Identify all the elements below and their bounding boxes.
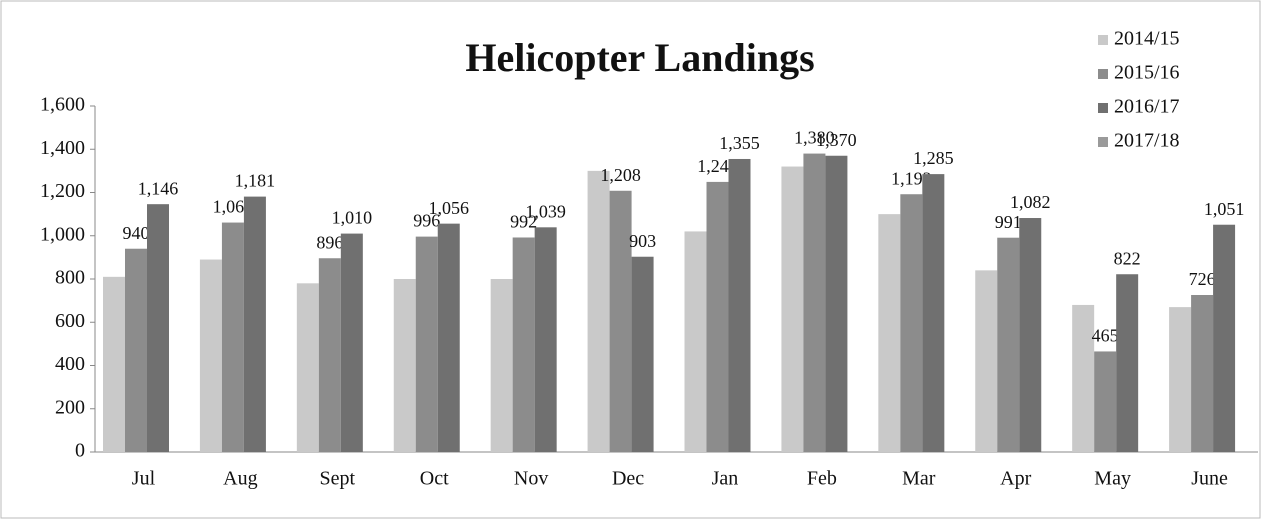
bar (1169, 307, 1192, 452)
x-tick-label: Nov (514, 468, 548, 490)
bar (781, 166, 804, 453)
bar (997, 237, 1020, 452)
bar (1213, 224, 1236, 452)
data-label: 991 (995, 212, 1022, 232)
x-tick-label: Jan (712, 468, 739, 490)
y-tick-label: 1,600 (40, 94, 85, 116)
bar (512, 237, 535, 452)
bar (125, 248, 147, 452)
data-label: 1,146 (138, 178, 179, 198)
data-label: 726 (1189, 269, 1216, 289)
data-label: 1,061 (213, 197, 254, 217)
bar (1019, 218, 1042, 452)
legend-swatch (1098, 35, 1108, 45)
legend-swatch (1098, 69, 1108, 79)
data-label: 1,039 (525, 201, 566, 221)
x-tick-label: May (1094, 468, 1131, 490)
bar (1094, 351, 1117, 452)
data-label: 903 (629, 231, 656, 251)
x-tick-label: Sept (320, 468, 356, 490)
legend-label: 2016/17 (1114, 96, 1180, 118)
bar (728, 158, 751, 452)
x-tick-label: Dec (612, 468, 644, 490)
y-tick-label: 200 (55, 396, 85, 418)
chart-title: Helicopter Landings (465, 35, 814, 80)
data-label: 1,082 (1010, 192, 1051, 212)
data-label: 1,380 (794, 128, 835, 148)
data-label: 1,181 (235, 171, 276, 191)
bar (243, 196, 266, 452)
legend-swatch (1098, 103, 1108, 113)
bar (340, 233, 363, 452)
data-label: 1,010 (332, 208, 373, 228)
bar (900, 194, 923, 453)
bar (415, 236, 438, 452)
bar (490, 279, 513, 452)
bar (1072, 304, 1095, 452)
data-label: 896 (316, 232, 343, 252)
y-tick-label: 0 (75, 440, 85, 462)
data-label: 1,056 (429, 198, 470, 218)
bar (684, 231, 707, 452)
data-label: 1,208 (600, 165, 641, 185)
bar (103, 276, 125, 452)
x-tick-label: June (1191, 468, 1228, 490)
legend-swatch (1098, 137, 1108, 147)
data-label: 1,370 (816, 130, 857, 150)
data-label: 1,249 (697, 156, 738, 176)
y-tick-label: 1,400 (40, 137, 85, 159)
x-tick-label: Apr (1000, 468, 1031, 490)
bar (393, 279, 416, 452)
y-tick-label: 600 (55, 310, 85, 332)
legend-label: 2014/15 (1114, 28, 1180, 50)
bar (706, 181, 729, 452)
data-label: 465 (1092, 326, 1119, 346)
bar (437, 223, 460, 452)
data-label: 992 (510, 212, 537, 232)
legend-label: 2017/18 (1114, 130, 1180, 152)
x-tick-label: Aug (223, 468, 257, 490)
bar (1191, 295, 1214, 452)
bar (147, 204, 169, 452)
data-label: 1,355 (719, 133, 760, 153)
bar (296, 283, 319, 452)
x-tick-label: Mar (902, 468, 936, 490)
data-label: 940 (123, 223, 150, 243)
y-tick-label: 1,200 (40, 180, 85, 202)
y-tick-label: 800 (55, 267, 85, 289)
bar (587, 170, 610, 452)
data-label: 1,051 (1204, 199, 1245, 219)
bar (199, 259, 222, 452)
data-label: 1,192 (891, 168, 932, 188)
x-tick-label: Jul (132, 468, 156, 490)
bar (534, 227, 557, 452)
bar (609, 190, 632, 452)
bar (975, 270, 998, 452)
bar (825, 155, 848, 453)
bar (631, 256, 654, 452)
data-label: 822 (1114, 248, 1141, 268)
data-label: 996 (413, 211, 440, 231)
bar (318, 258, 341, 452)
x-tick-label: Feb (807, 468, 837, 490)
bar (1116, 274, 1139, 452)
y-tick-label: 1,000 (40, 223, 85, 245)
bar (803, 153, 826, 452)
y-tick-label: 400 (55, 353, 85, 375)
bar (221, 222, 244, 452)
data-label: 1,285 (913, 148, 954, 168)
bar (878, 214, 901, 452)
bar (922, 174, 945, 452)
legend-label: 2015/16 (1114, 62, 1180, 84)
x-tick-label: Oct (420, 468, 449, 490)
